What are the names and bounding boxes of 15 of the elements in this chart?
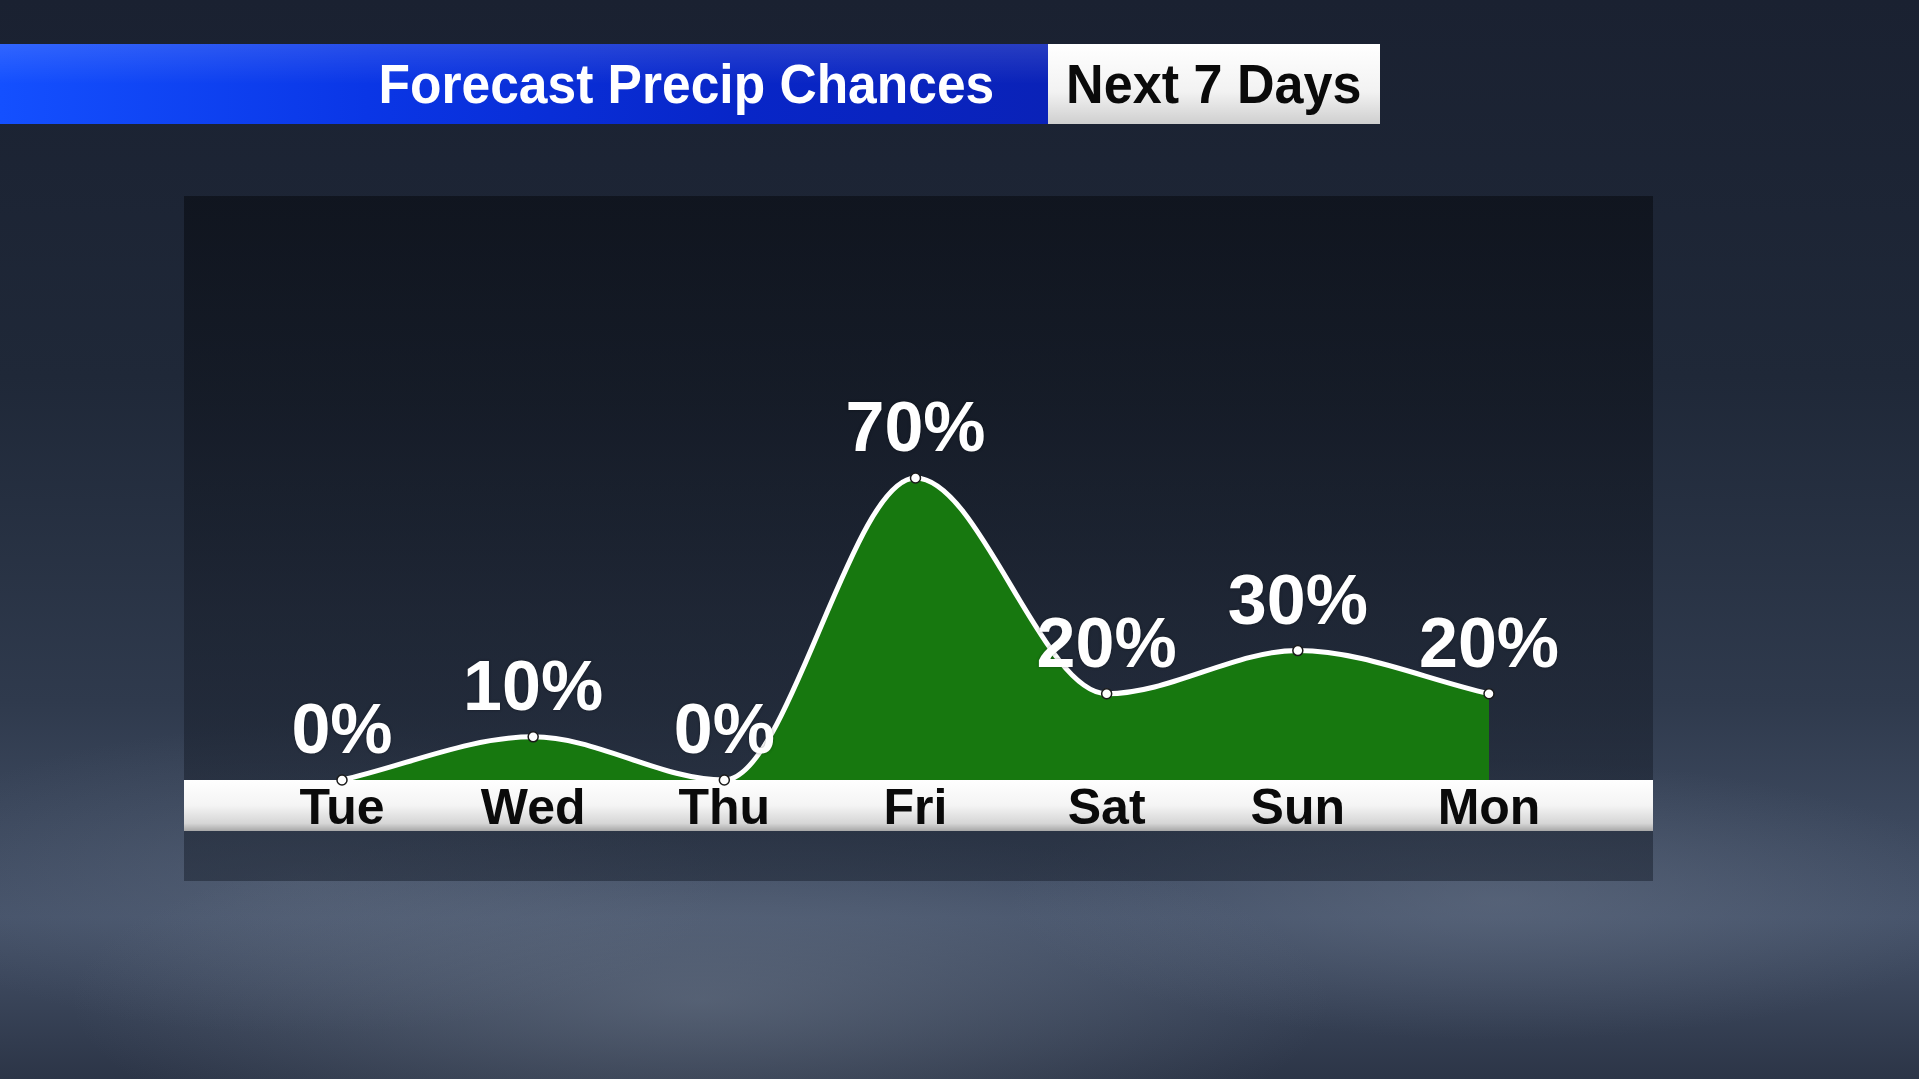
x-tick-label: Thu bbox=[678, 778, 771, 835]
chart-title: Forecast Precip Chances bbox=[378, 52, 994, 115]
data-label: 0% bbox=[291, 690, 393, 768]
data-label: 30% bbox=[1227, 560, 1368, 639]
x-tick-label: Sun bbox=[1250, 778, 1346, 835]
x-tick-label: Mon bbox=[1437, 778, 1541, 835]
x-tick-label: Sat bbox=[1067, 778, 1146, 835]
data-label: 10% bbox=[463, 646, 604, 725]
x-tick-label: Wed bbox=[480, 778, 586, 835]
x-tick-label: Tue bbox=[299, 778, 385, 835]
x-tick-label: Fri bbox=[883, 778, 948, 835]
data-label: 0% bbox=[673, 690, 775, 768]
data-label: 20% bbox=[1418, 603, 1560, 682]
chart-subtitle: Next 7 Days bbox=[1066, 52, 1362, 115]
data-label: 70% bbox=[845, 388, 986, 466]
